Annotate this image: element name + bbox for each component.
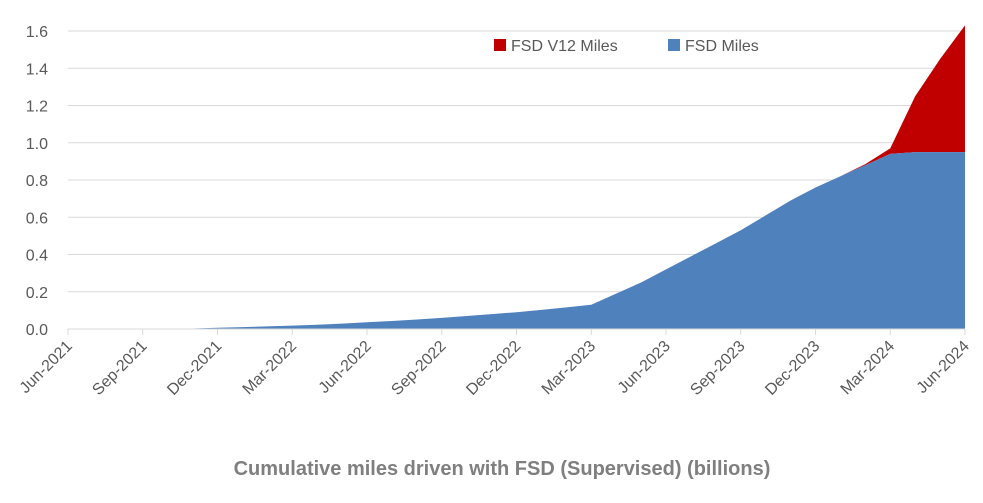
gridlines	[68, 30, 965, 293]
x-tick-label: Sep-2023	[687, 338, 748, 399]
y-tick-label: 1.6	[26, 24, 48, 41]
x-tick-label: Jun-2022	[316, 338, 375, 397]
y-tick-label: 0.4	[26, 248, 48, 265]
x-tick-label: Mar-2022	[240, 338, 301, 399]
legend: FSD V12 Miles FSD Miles	[494, 38, 759, 55]
x-tick-label: Dec-2023	[762, 338, 823, 399]
y-tick-label: 1.0	[26, 136, 48, 153]
y-tick-label: 1.4	[26, 61, 48, 78]
y-axis: 0.0 0.2 0.4 0.6 0.8 1.0 1.2 1.4 1.6	[26, 24, 48, 339]
chart-title: Cumulative miles driven with FSD (Superv…	[234, 458, 771, 480]
x-tick-label: Mar-2023	[539, 338, 600, 399]
legend-swatch-fsd-v12	[494, 39, 506, 51]
y-tick-label: 0.0	[26, 322, 48, 339]
y-tick-label: 0.8	[26, 173, 48, 190]
y-tick-label: 1.2	[26, 99, 48, 116]
y-tick-label: 0.6	[26, 210, 48, 227]
legend-label-fsd: FSD Miles	[685, 38, 759, 55]
x-tick-label: Jun-2023	[615, 338, 674, 397]
x-tick-label: Mar-2024	[838, 338, 899, 399]
legend-label-fsd-v12: FSD V12 Miles	[511, 38, 618, 55]
x-tick-label: Jun-2021	[17, 338, 76, 397]
y-tick-label: 0.2	[26, 285, 48, 302]
x-tick-label: Sep-2022	[388, 338, 449, 399]
legend-swatch-fsd	[668, 39, 680, 51]
x-tick-label: Jun-2024	[914, 338, 973, 397]
x-tick-label: Sep-2021	[89, 338, 150, 399]
areas	[68, 25, 965, 329]
x-tick-label: Dec-2022	[463, 338, 524, 399]
x-axis: Jun-2021 Sep-2021 Dec-2021 Mar-2022 Jun-2022…	[17, 329, 973, 399]
area-fsd-miles	[68, 152, 965, 329]
x-tick-label: Dec-2021	[164, 338, 225, 399]
